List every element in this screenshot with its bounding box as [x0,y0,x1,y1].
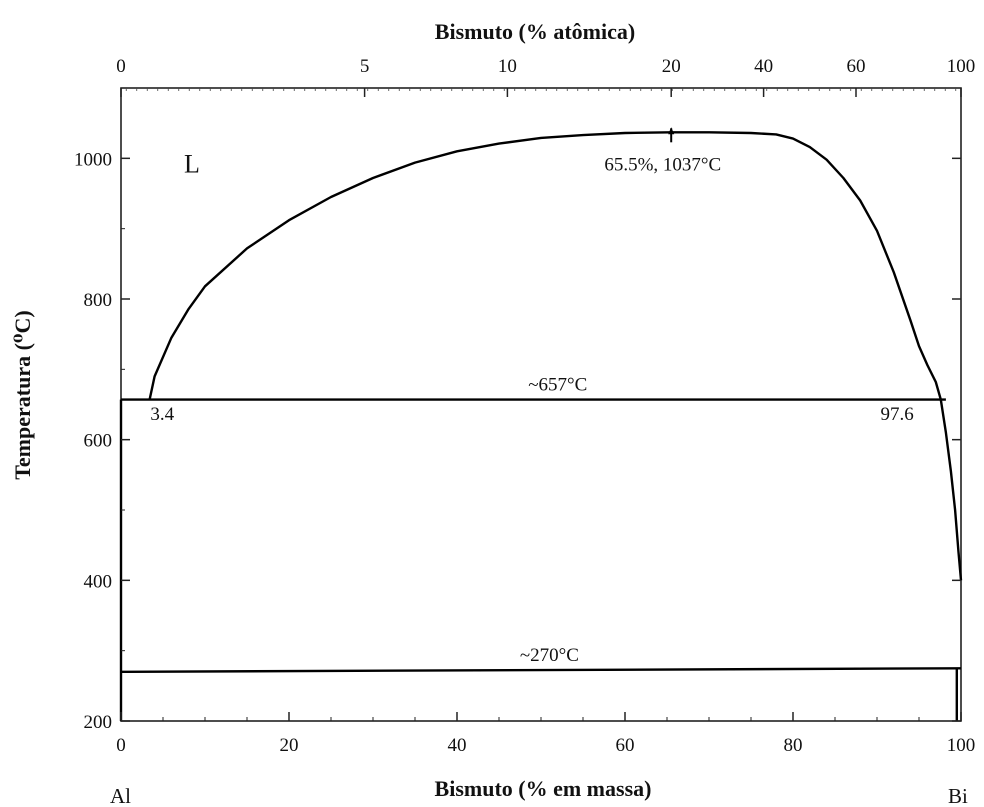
y-tick-label-0: 200 [84,712,113,733]
left-element-label: Al [110,784,131,807]
annotation-2: ~657°C [528,374,587,395]
plot-area [120,87,962,722]
top-tick-label-1: 5 [360,56,370,77]
phase-curves [119,127,963,721]
y-tick-label-4: 1000 [74,149,112,170]
x-tick-label-3: 60 [616,735,635,756]
right-element-label: Bi [948,784,968,807]
annotation-0: L [184,149,200,178]
curve-liquidus [148,131,963,581]
annotations: L 65.5%, 1037°C ~657°C 3.4 97.6 ~270°C [150,149,913,666]
annotation-3: 3.4 [150,404,174,425]
x-tick-label-5: 100 [947,735,976,756]
top-tick-label-5: 60 [847,56,866,77]
x-tick-label-1: 20 [280,735,299,756]
annotation-1: 65.5%, 1037°C [604,154,721,175]
x-tick-label-2: 40 [448,735,467,756]
top-tick-label-2: 10 [498,56,517,77]
top-axis-label: Bismuto (% atômica) [435,19,635,44]
critical-point-arrow [668,127,675,135]
top-tick-label-6: 100 [947,56,976,77]
annotation-4: 97.6 [881,404,914,425]
y-tick-label-1: 400 [84,571,113,592]
y-tick-label-2: 600 [84,431,113,452]
x-axis-label: Bismuto (% em massa) [435,776,652,801]
curve-eutectic [120,667,962,673]
x-tick-label-0: 0 [116,735,126,756]
top-tick-label-0: 0 [116,56,126,77]
axis-ticks: 0 20 40 60 80 100 200 400 600 800 1000 0 5 10 20 40 60 10… [74,56,975,756]
top-tick-label-3: 20 [662,56,681,77]
plot-frame [120,87,962,722]
x-tick-label-4: 80 [784,735,803,756]
annotation-5: ~270°C [520,645,579,666]
y-tick-label-3: 800 [84,290,113,311]
y-axis-label: Temperatura (⁰C) [10,310,35,480]
top-tick-label-4: 40 [754,56,773,77]
